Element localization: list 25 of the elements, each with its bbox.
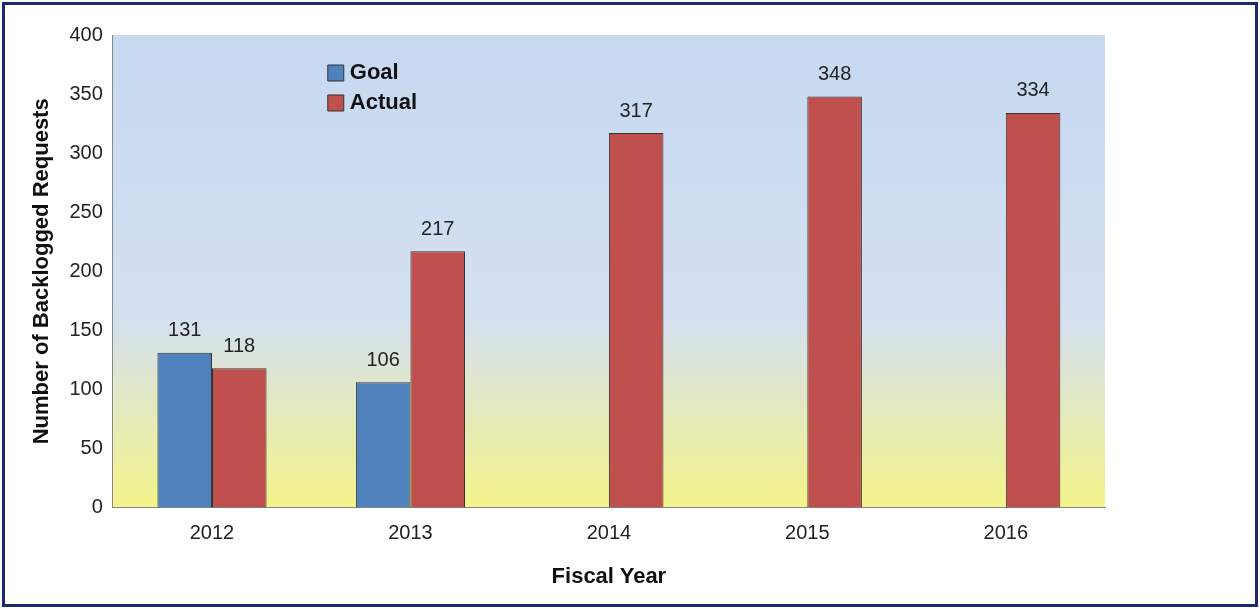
data-label: 106: [366, 347, 400, 370]
data-label: 118: [223, 333, 256, 356]
y-tick-label: 400: [69, 22, 103, 45]
y-tick-label: 150: [69, 317, 103, 340]
x-tick-label: 2012: [189, 521, 235, 544]
x-tick-label: 2015: [785, 521, 830, 544]
y-tick-label: 100: [69, 376, 103, 399]
y-tick-label: 300: [69, 140, 103, 163]
y-tick-label: 250: [69, 199, 103, 222]
data-label: 317: [619, 98, 653, 121]
y-tick-label: 50: [80, 436, 103, 459]
x-tick-label: 2014: [586, 521, 632, 544]
data-label: 131: [168, 318, 202, 341]
x-tick-label: 2016: [983, 521, 1029, 544]
y-axis-title: Number of Backlogged Requests: [28, 98, 54, 445]
data-label: 334: [1016, 78, 1050, 101]
data-label: 217: [421, 216, 455, 239]
y-tick-label: 0: [91, 495, 103, 518]
y-tick-label: 200: [69, 258, 103, 281]
data-label: 348: [817, 61, 852, 84]
legend-label: Actual: [349, 89, 418, 115]
y-tick-label: 350: [69, 81, 103, 104]
legend-label: Goal: [349, 59, 399, 85]
x-tick-label: 2013: [388, 521, 433, 544]
x-axis-title: Fiscal Year: [551, 562, 667, 588]
